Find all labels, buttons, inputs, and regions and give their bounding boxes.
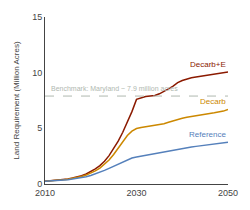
svg-text:2010: 2010	[35, 188, 55, 198]
svg-text:Decarb: Decarb	[200, 97, 226, 106]
svg-text:Decarb+E: Decarb+E	[190, 60, 226, 69]
svg-text:2030: 2030	[126, 188, 146, 198]
svg-text:Reference: Reference	[189, 130, 226, 139]
svg-text:0: 0	[37, 179, 42, 189]
svg-text:15: 15	[32, 12, 42, 22]
svg-text:10: 10	[32, 68, 42, 78]
svg-text:Land Requirement (Million Acre: Land Requirement (Million Acres)	[12, 41, 21, 160]
svg-text:Benchmark: Maryland ~ 7.9 mill: Benchmark: Maryland ~ 7.9 million acres	[51, 85, 178, 93]
svg-text:5: 5	[37, 123, 42, 133]
svg-text:2050: 2050	[218, 188, 238, 198]
